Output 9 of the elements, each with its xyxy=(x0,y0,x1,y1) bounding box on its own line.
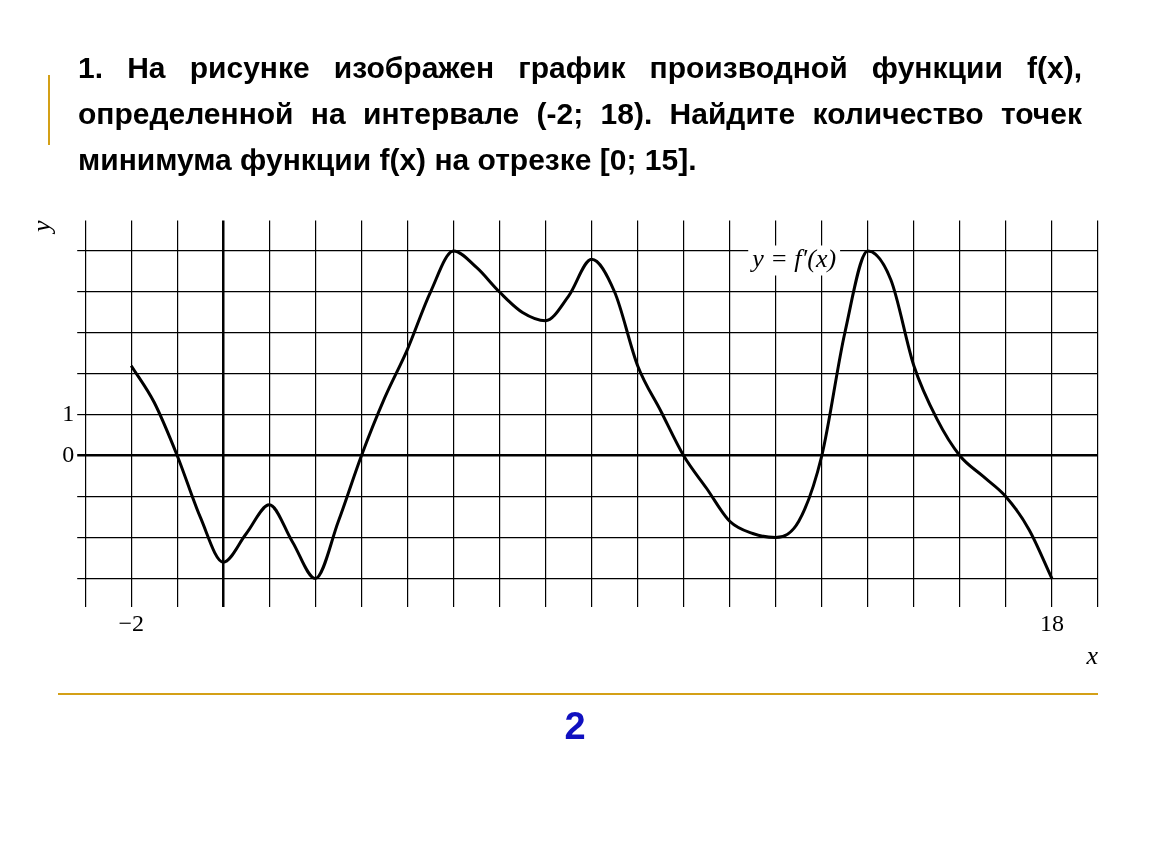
chart-title: 1. На рисунке изображен график производной функции f(x), определенной на интервале (-2; 18). Найдите количество точек минимума функции f(x) на отрезке [0; 15]. xyxy=(78,50,1082,178)
annotation: y = f′(x) xyxy=(749,244,837,274)
y-tick-label: 0 xyxy=(62,441,75,468)
y-axis-title: y xyxy=(27,219,57,235)
y-tick-label: 1 xyxy=(62,400,75,427)
x-axis-title: x xyxy=(1085,641,1099,671)
x-tick-label: 18 xyxy=(1039,609,1064,636)
x-tick-label: −2 xyxy=(118,609,145,636)
text: 2 xyxy=(563,705,587,748)
